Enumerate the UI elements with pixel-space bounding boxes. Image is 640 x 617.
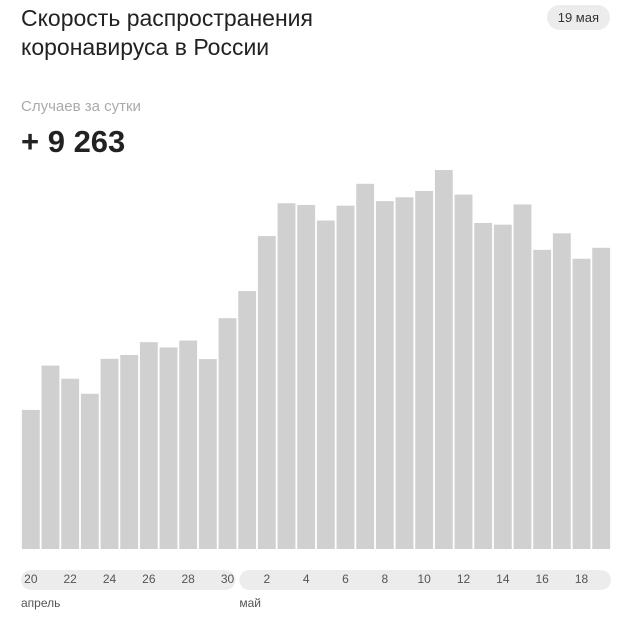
bar	[356, 183, 375, 549]
x-tick-label: 16	[535, 572, 549, 586]
bar	[179, 340, 198, 549]
bar	[198, 359, 217, 549]
x-tick-label: 20	[24, 572, 38, 586]
bar	[454, 194, 473, 549]
bar	[592, 247, 611, 549]
bar	[316, 220, 335, 549]
bar	[513, 204, 532, 549]
x-tick-label: 14	[496, 572, 510, 586]
x-tick-label: 2	[263, 572, 270, 586]
bar	[238, 291, 257, 549]
x-tick-label: 26	[142, 572, 156, 586]
bar	[159, 347, 178, 549]
headline-value: + 9 263	[21, 124, 126, 159]
bar	[375, 201, 394, 549]
bar	[474, 222, 493, 550]
subtitle: Случаев за сутки	[21, 98, 141, 115]
date-badge[interactable]: 19 мая	[546, 5, 610, 30]
axis-strip	[239, 570, 612, 590]
bar	[395, 197, 414, 549]
x-tick-label: 8	[381, 572, 388, 586]
bar	[434, 170, 453, 549]
bar	[21, 409, 40, 549]
x-tick-label: 24	[103, 572, 117, 586]
bar	[277, 203, 296, 549]
bar	[61, 378, 80, 549]
bar	[139, 342, 158, 549]
bar	[41, 365, 60, 549]
chart-title: Скорость распространения коронавируса в …	[21, 5, 313, 60]
month-label: май	[239, 596, 261, 610]
x-tick-label: 4	[303, 572, 310, 586]
x-tick-label: 6	[342, 572, 349, 586]
x-tick-label: 10	[417, 572, 431, 586]
x-tick-label: 18	[575, 572, 589, 586]
bar	[533, 249, 552, 550]
bar	[257, 236, 276, 550]
bar	[552, 233, 571, 550]
month-label: апрель	[21, 596, 60, 610]
bar	[493, 224, 512, 549]
bar	[336, 205, 355, 549]
bar	[80, 393, 99, 549]
bar	[120, 355, 139, 549]
bar	[100, 358, 119, 549]
x-tick-label: 12	[457, 572, 471, 586]
axis-strip	[21, 570, 236, 590]
bar	[415, 190, 434, 549]
x-tick-label: 28	[181, 572, 195, 586]
x-tick-label: 22	[63, 572, 77, 586]
bar	[218, 318, 237, 549]
bar	[297, 204, 316, 549]
x-tick-label: 30	[221, 572, 235, 586]
bar	[572, 258, 591, 549]
